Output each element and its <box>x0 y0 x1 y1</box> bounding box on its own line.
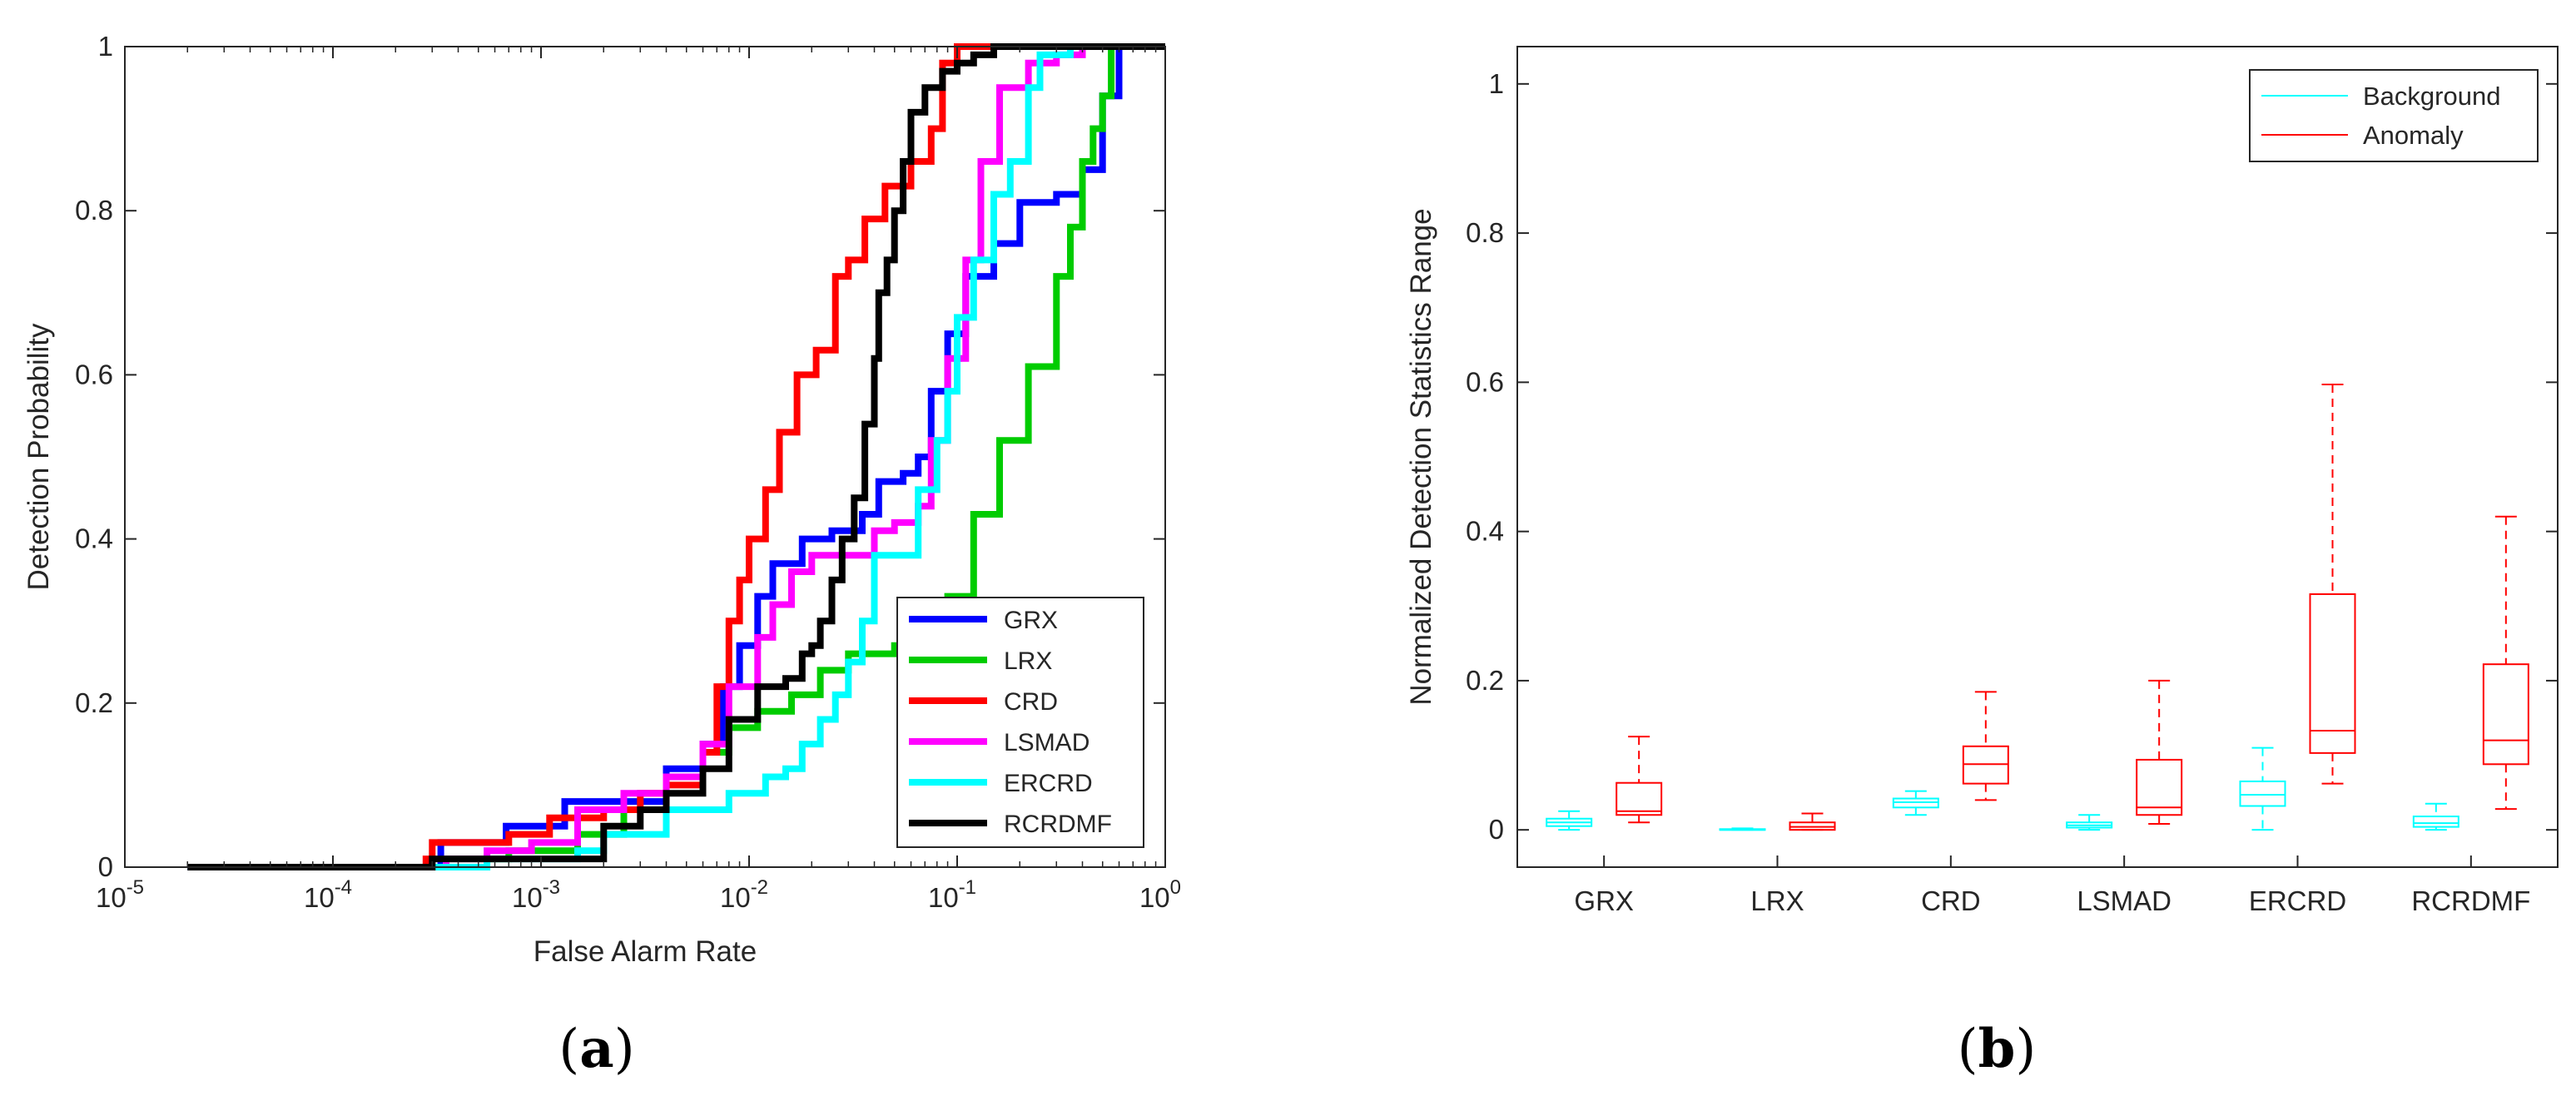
y-tick-label: 0.8 <box>1466 217 1504 248</box>
x-tick-exponent: -5 <box>127 876 144 899</box>
x-tick-base: 10 <box>928 882 959 913</box>
y-tick-label: 0.6 <box>75 359 113 389</box>
x-tick-base: 10 <box>512 882 543 913</box>
box-background-rcrdmf <box>2412 802 2459 831</box>
y-tick-label: 0.2 <box>75 687 113 718</box>
x-tick-label-lrx: LRX <box>1750 885 1804 916</box>
y-tick-label: 0.8 <box>75 195 113 226</box>
box-body <box>1616 781 1663 816</box>
roc-legend: GRX LRX CRD LSMAD ERCRD RCRDMF <box>896 597 1144 848</box>
box-body <box>2239 780 2286 807</box>
box-anomaly-grx <box>1616 736 1663 824</box>
box-background-ercrd <box>2239 746 2286 831</box>
x-tick-label: 10-3 <box>512 876 560 913</box>
x-tick-exponent: -2 <box>751 876 768 899</box>
roc-series-ercrd <box>187 43 1165 870</box>
x-tick-exponent: -4 <box>335 876 352 899</box>
x-tick-label-grx: GRX <box>1574 885 1634 916</box>
x-tick-label: 100 <box>1139 876 1181 913</box>
roc-series-crd <box>187 43 1165 870</box>
box-anomaly-crd <box>1962 691 2009 801</box>
box-axes-box <box>1516 46 2559 868</box>
y-tick-label: 0 <box>98 851 113 882</box>
x-tick-exponent: 0 <box>1170 876 1181 899</box>
box-anomaly-lrx <box>1789 812 1836 831</box>
panel-b-letter: b <box>1978 1018 2016 1080</box>
x-tick-label-rcrdmf: RCRDMF <box>2411 885 2530 916</box>
x-tick-label: 10-1 <box>928 876 976 913</box>
roc-series-grx <box>187 43 1165 870</box>
roc-series-lsmad <box>187 43 1165 870</box>
legend-label-grx: GRX <box>1004 607 1058 634</box>
box-anomaly-ercrd <box>2309 384 2356 785</box>
box-body <box>2482 663 2529 766</box>
x-tick-base: 10 <box>720 882 751 913</box>
roc-axes-box <box>124 46 1166 868</box>
legend-label-anomaly: Anomaly <box>2363 121 2464 150</box>
roc-series-rcrdmf <box>187 43 1165 870</box>
box-series-group <box>1546 384 2529 831</box>
y-tick-label: 0 <box>1489 814 1504 845</box>
legend-label-rcrdmf: RCRDMF <box>1004 811 1112 838</box>
legend-label-crd: CRD <box>1004 688 1058 716</box>
roc-series-group <box>187 43 1165 870</box>
legend-label-ercrd: ERCRD <box>1004 770 1093 797</box>
x-tick-exponent: -3 <box>543 876 560 899</box>
x-tick-base: 10 <box>1139 882 1170 913</box>
roc-legend-box <box>896 597 1144 848</box>
y-tick-label: 0.2 <box>1466 665 1504 696</box>
y-tick-label: 1 <box>1489 68 1504 99</box>
x-tick-label-crd: CRD <box>1921 885 1981 916</box>
box-legend: Background Anomaly <box>2249 69 2539 162</box>
legend-label-lrx: LRX <box>1004 647 1052 675</box>
roc-x-axis-label: False Alarm Rate <box>534 935 757 968</box>
box-background-lrx <box>1719 827 1766 831</box>
x-tick-exponent: -1 <box>959 876 976 899</box>
y-tick-label: 0.4 <box>75 523 113 554</box>
legend-label-lsmad: LSMAD <box>1004 729 1089 756</box>
box-y-axis-label: Normalized Detection Statistics Range <box>1405 208 1437 705</box>
x-tick-label: 10-4 <box>304 876 352 913</box>
box-background-lsmad <box>2066 814 2113 831</box>
x-tick-label-lsmad: LSMAD <box>2077 885 2171 916</box>
box-legend-box <box>2249 69 2539 162</box>
x-tick-label: 10-5 <box>96 876 144 913</box>
x-tick-label-ercrd: ERCRD <box>2249 885 2346 916</box>
x-tick-label: 10-2 <box>720 876 768 913</box>
panel-a-letter: a <box>579 1018 613 1080</box>
y-tick-label: 0.4 <box>1466 516 1504 547</box>
roc-y-axis-label: Detection Probability <box>22 323 55 590</box>
box-background-crd <box>1892 790 1939 816</box>
x-tick-base: 10 <box>304 882 335 913</box>
x-tick-base: 10 <box>96 882 127 913</box>
box-body <box>2136 758 2183 816</box>
box-body <box>2309 593 2356 754</box>
roc-series-lrx <box>187 43 1165 870</box>
y-tick-label: 0.6 <box>1466 366 1504 397</box>
legend-label-background: Background <box>2363 82 2500 111</box>
box-background-grx <box>1546 810 1593 831</box>
panel-b-label: (b) <box>1958 1018 2037 1080</box>
panel-a-label: (a) <box>558 1018 634 1080</box>
box-anomaly-rcrdmf <box>2482 515 2529 811</box>
box-body <box>2412 816 2459 828</box>
y-tick-label: 1 <box>98 31 113 62</box>
box-anomaly-lsmad <box>2136 679 2183 826</box>
